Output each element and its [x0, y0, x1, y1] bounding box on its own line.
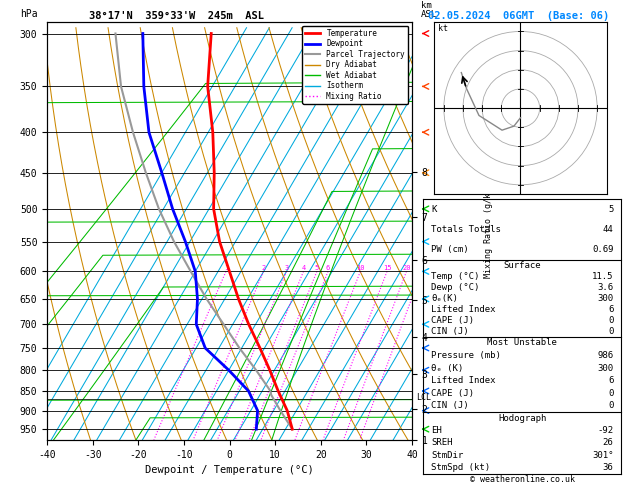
- Text: Hodograph: Hodograph: [498, 414, 547, 423]
- Text: StmSpd (kt): StmSpd (kt): [431, 463, 491, 472]
- Text: 0: 0: [608, 315, 613, 325]
- Text: 6: 6: [326, 265, 330, 271]
- Text: 6: 6: [608, 305, 613, 313]
- Text: 36: 36: [603, 463, 613, 472]
- Text: 4: 4: [301, 265, 306, 271]
- Text: 5: 5: [608, 205, 613, 214]
- Text: 0.69: 0.69: [592, 245, 613, 254]
- Text: K: K: [431, 205, 437, 214]
- Text: Dewp (°C): Dewp (°C): [431, 283, 480, 292]
- Text: © weatheronline.co.uk: © weatheronline.co.uk: [470, 474, 574, 484]
- Text: CAPE (J): CAPE (J): [431, 389, 474, 398]
- Text: 02.05.2024  06GMT  (Base: 06): 02.05.2024 06GMT (Base: 06): [428, 11, 610, 21]
- Text: 11.5: 11.5: [592, 272, 613, 280]
- Text: SREH: SREH: [431, 438, 453, 448]
- Text: 6: 6: [608, 376, 613, 385]
- Text: Lifted Index: Lifted Index: [431, 376, 496, 385]
- Text: 44: 44: [603, 225, 613, 234]
- Text: 15: 15: [383, 265, 391, 271]
- Text: Most Unstable: Most Unstable: [487, 338, 557, 347]
- Text: θₑ(K): θₑ(K): [431, 294, 458, 303]
- Text: Mixing Ratio (g/kg): Mixing Ratio (g/kg): [484, 183, 493, 278]
- Text: CIN (J): CIN (J): [431, 327, 469, 335]
- Text: Totals Totals: Totals Totals: [431, 225, 501, 234]
- Text: 3: 3: [284, 265, 289, 271]
- Text: Lifted Index: Lifted Index: [431, 305, 496, 313]
- Text: 301°: 301°: [592, 451, 613, 460]
- Text: 3.6: 3.6: [598, 283, 613, 292]
- Text: θₑ (K): θₑ (K): [431, 364, 464, 372]
- Text: 0: 0: [608, 327, 613, 335]
- Text: km
ASL: km ASL: [421, 0, 437, 18]
- Text: CAPE (J): CAPE (J): [431, 315, 474, 325]
- Text: hPa: hPa: [20, 9, 38, 18]
- Text: 26: 26: [603, 438, 613, 448]
- Text: EH: EH: [431, 426, 442, 435]
- Text: 300: 300: [598, 294, 613, 303]
- Text: 38°17'N  359°33'W  245m  ASL: 38°17'N 359°33'W 245m ASL: [89, 11, 264, 21]
- Text: 986: 986: [598, 351, 613, 360]
- Text: kt: kt: [438, 24, 448, 34]
- Text: 20: 20: [402, 265, 411, 271]
- Text: 5: 5: [314, 265, 319, 271]
- Text: Surface: Surface: [504, 260, 541, 270]
- Text: StmDir: StmDir: [431, 451, 464, 460]
- Legend: Temperature, Dewpoint, Parcel Trajectory, Dry Adiabat, Wet Adiabat, Isotherm, Mi: Temperature, Dewpoint, Parcel Trajectory…: [302, 26, 408, 104]
- Text: 10: 10: [356, 265, 365, 271]
- Text: Pressure (mb): Pressure (mb): [431, 351, 501, 360]
- Text: CIN (J): CIN (J): [431, 401, 469, 410]
- Text: Temp (°C): Temp (°C): [431, 272, 480, 280]
- Text: LCL: LCL: [416, 393, 431, 401]
- Text: 0: 0: [608, 389, 613, 398]
- Text: 300: 300: [598, 364, 613, 372]
- Text: 2: 2: [262, 265, 265, 271]
- Text: PW (cm): PW (cm): [431, 245, 469, 254]
- Text: 0: 0: [608, 401, 613, 410]
- Text: -92: -92: [598, 426, 613, 435]
- X-axis label: Dewpoint / Temperature (°C): Dewpoint / Temperature (°C): [145, 465, 314, 475]
- Text: 1: 1: [224, 265, 228, 271]
